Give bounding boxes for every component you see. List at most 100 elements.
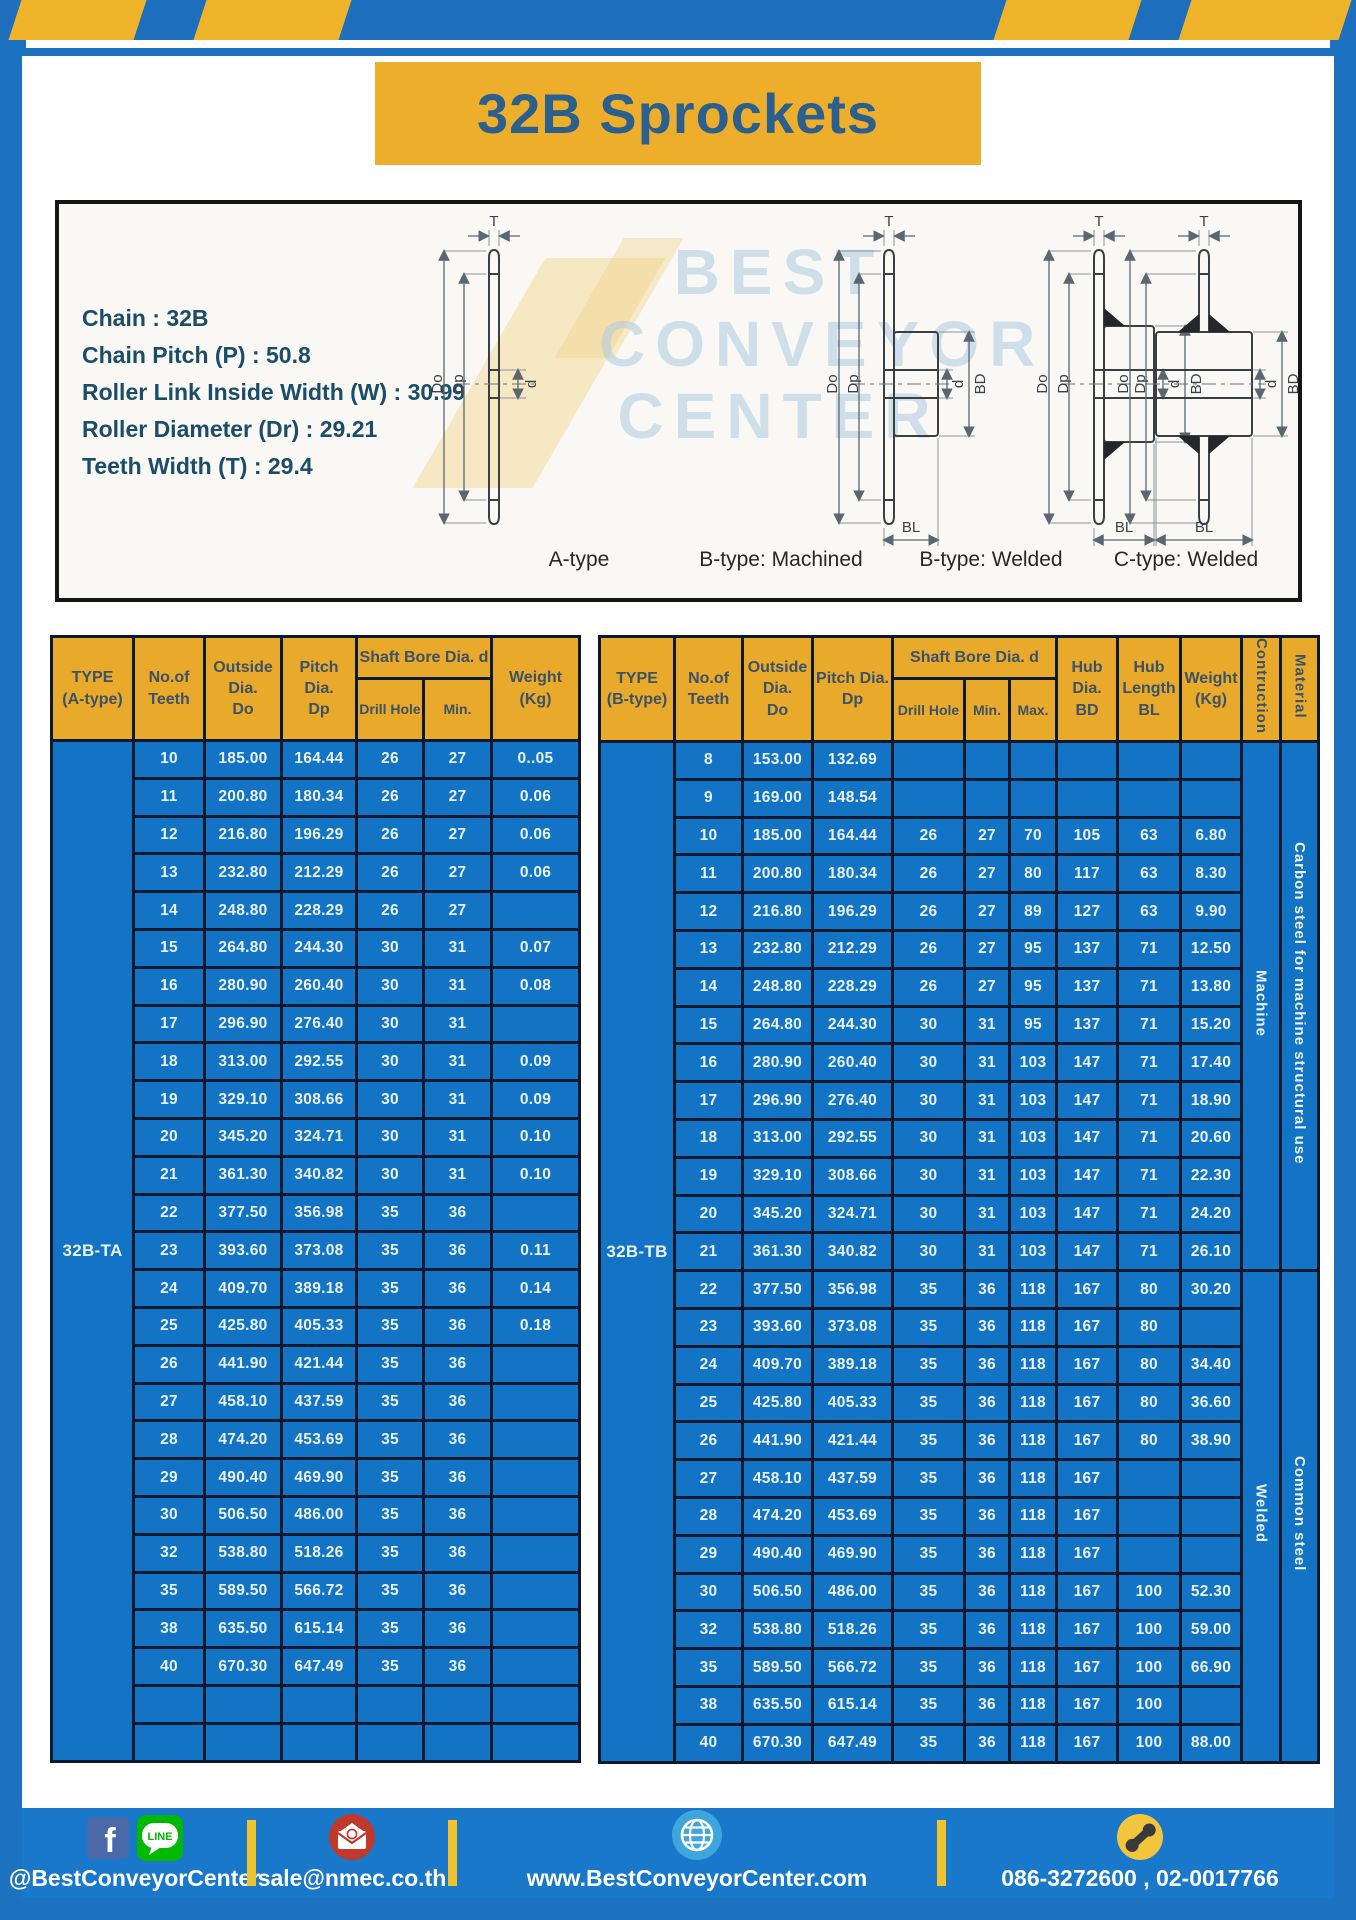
cell-weight: 0.06: [490, 852, 581, 894]
sprocket-diagrams: T Do Dp d A-type: [429, 213, 1298, 571]
cell-hub-length: 71: [1116, 1042, 1182, 1084]
cell-min: 36: [422, 1268, 493, 1309]
col-header-teeth: No.of Teeth: [132, 635, 206, 742]
page-title: 32B Sprockets: [476, 82, 880, 145]
band-stripe: [6, 0, 149, 40]
cell-teeth: 27: [132, 1381, 206, 1423]
cell-weight: 26.10: [1179, 1231, 1243, 1273]
spec-teeth-width: Teeth Width (T) : 29.4: [82, 453, 313, 479]
cell-outside-dia: 506.50: [741, 1571, 814, 1613]
line-icon[interactable]: LINE: [136, 1815, 183, 1861]
cell-weight: [1179, 1307, 1243, 1348]
table-row: Drill Hole Min. Max.: [600, 677, 1319, 744]
cell-hub-dia: 167: [1055, 1344, 1119, 1386]
table-row: 28 474.20 453.69 35 36: [52, 1419, 581, 1461]
email-link[interactable]: sale@nmec.co.th: [257, 1865, 447, 1891]
cell-drill-hole: 30: [891, 1042, 966, 1084]
cell-teeth: 25: [132, 1305, 206, 1347]
cell-outside-dia: 409.70: [741, 1344, 814, 1386]
footer-separator: [448, 1820, 457, 1886]
globe-icon: [672, 1810, 722, 1860]
cell-drill-hole: 26: [891, 853, 966, 895]
cell-min: 27: [963, 929, 1011, 970]
table-row: 18 313.00 292.55 30 31 103 147 71 20.60: [600, 1118, 1319, 1159]
cell-min: 27: [422, 814, 493, 856]
cell-teeth: 27: [673, 1458, 744, 1500]
construction-cell: Machine: [1240, 740, 1282, 1273]
cell-max: 118: [1008, 1647, 1058, 1689]
cell-drill-hole: [355, 1683, 425, 1725]
cell-hub-length: 71: [1116, 1155, 1182, 1197]
cell-hub-dia: 137: [1055, 966, 1119, 1008]
table-row: 22 377.50 356.98 35 36: [52, 1192, 581, 1234]
table-row: 25 425.80 405.33 35 36 118 167 80 36.60: [600, 1382, 1319, 1424]
cell-hub-length: 71: [1116, 1004, 1182, 1046]
cell-teeth: 16: [673, 1042, 744, 1084]
phone-numbers[interactable]: 086-3272600 , 02-0017766: [1001, 1865, 1279, 1891]
cell-drill-hole: 30: [355, 1079, 425, 1120]
cell-weight: [490, 1683, 581, 1725]
cell-teeth: 35: [673, 1647, 744, 1689]
cell-drill-hole: [891, 777, 966, 819]
cell-hub-length: 100: [1116, 1609, 1182, 1651]
cell-teeth: 20: [132, 1116, 206, 1158]
cell-outside-dia: 280.90: [741, 1042, 814, 1084]
cell-weight: [1179, 1685, 1243, 1726]
cell-drill-hole: 30: [891, 1004, 966, 1046]
cell-pitch-dia: 389.18: [811, 1344, 894, 1386]
cell-pitch-dia: 566.72: [811, 1647, 894, 1689]
cell-pitch-dia: 132.69: [811, 740, 894, 781]
cell-min: [963, 777, 1011, 819]
table-row: 16 280.90 260.40 30 31 0.08: [52, 965, 581, 1007]
type-cell: 32B-TA: [50, 739, 135, 1763]
cell-pitch-dia: 292.55: [280, 1041, 358, 1083]
cell-pitch-dia: 518.26: [811, 1609, 894, 1651]
cell-teeth: 10: [673, 815, 744, 857]
website-link[interactable]: www.BestConveyorCenter.com: [526, 1865, 868, 1891]
table-row: 32B-TB 8 153.00 132.69 Machine Carbon steel f…: [598, 740, 1320, 1764]
cell-drill-hole: 30: [355, 1154, 425, 1196]
cell-outside-dia: 185.00: [203, 739, 283, 780]
facebook-icon[interactable]: f: [86, 1817, 129, 1859]
cell-weight: 0.18: [490, 1305, 581, 1347]
cell-pitch-dia: 373.08: [280, 1230, 358, 1272]
cell-pitch-dia: 276.40: [280, 1003, 358, 1045]
cell-weight: 0.09: [490, 1041, 581, 1083]
band-divider-line: [26, 40, 1330, 48]
cell-max: 89: [1008, 891, 1058, 933]
cell-hub-length: 100: [1116, 1571, 1182, 1613]
cell-drill-hole: 35: [891, 1382, 966, 1424]
cell-teeth: 9: [673, 777, 744, 819]
cell-teeth: 28: [673, 1496, 744, 1537]
cell-min: [422, 1721, 493, 1763]
cell-min: 36: [422, 1646, 493, 1687]
cell-hub-dia: 167: [1055, 1647, 1119, 1689]
cell-hub-length: 80: [1116, 1344, 1182, 1386]
cell-min: 36: [963, 1533, 1011, 1575]
table-row: 19 329.10 308.66 30 31 0.09: [52, 1079, 581, 1120]
table-row: 32 538.80 518.26 35 36 118 167 100 59.00: [600, 1609, 1319, 1651]
cell-max: 118: [1008, 1722, 1058, 1764]
table-row: TYPE (A-type) No.of Teeth Outside Dia. Do P…: [50, 635, 581, 742]
table-row: 24 409.70 389.18 35 36 0.14: [52, 1268, 581, 1309]
cell-max: 80: [1008, 853, 1058, 895]
cell-weight: 0.07: [490, 927, 581, 969]
col-header-outside-dia: Outside Dia. Do: [741, 634, 814, 744]
cell-min: 27: [422, 739, 493, 780]
cell-max: 103: [1008, 1118, 1058, 1159]
table-row: 9 169.00 148.54: [600, 777, 1319, 819]
cell-pitch-dia: 340.82: [811, 1231, 894, 1273]
cell-pitch-dia: 180.34: [811, 853, 894, 895]
cell-outside-dia: 538.80: [203, 1532, 283, 1574]
social-handle-link[interactable]: @BestConveyorCenter: [8, 1865, 261, 1891]
diagram-b-type-machined: T Do Dp d BD: [699, 213, 989, 571]
cell-weight: [490, 1419, 581, 1461]
cell-teeth: [132, 1721, 206, 1763]
cell-hub-length: 71: [1116, 966, 1182, 1008]
cell-weight: 36.60: [1179, 1382, 1243, 1424]
cell-pitch-dia: 437.59: [811, 1458, 894, 1500]
cell-min: 36: [963, 1269, 1011, 1311]
cell-outside-dia: 490.40: [741, 1533, 814, 1575]
table-row: 12 216.80 196.29 26 27 89 127 63 9.90: [600, 891, 1319, 933]
col-header-outside-dia: Outside Dia. Do: [203, 635, 283, 742]
